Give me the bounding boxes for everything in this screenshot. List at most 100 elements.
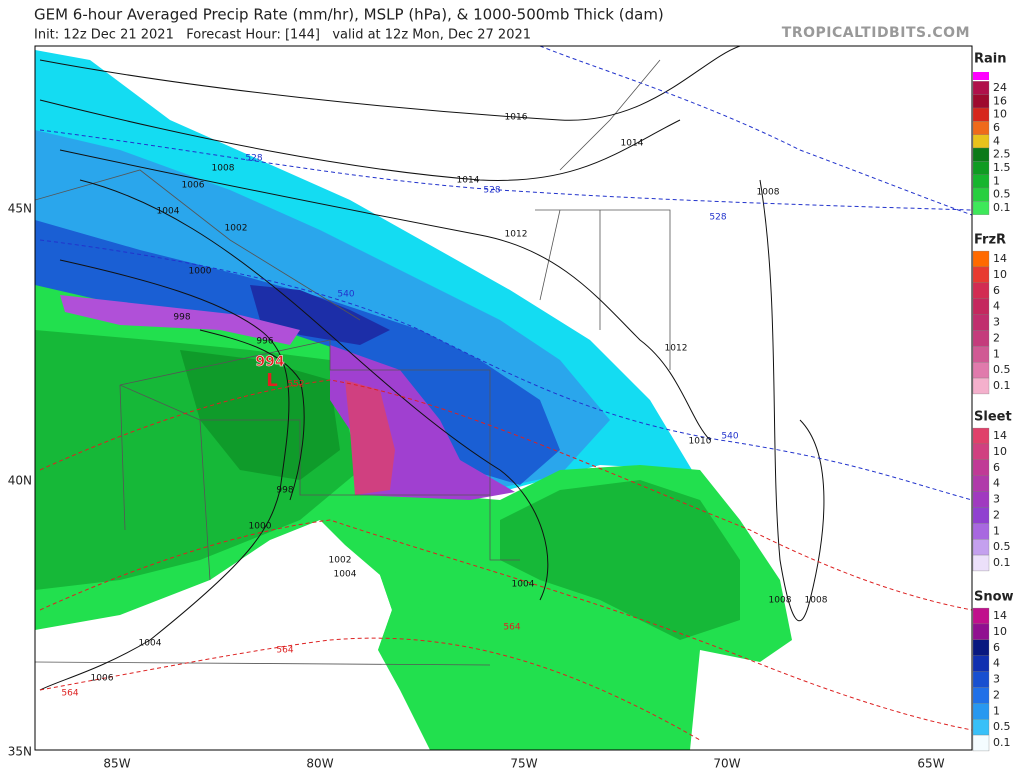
isobar-label: 1014 xyxy=(621,139,644,149)
low-pressure-value: 994 xyxy=(255,354,284,370)
legend-swatch xyxy=(972,107,990,122)
thickness-label: 528 xyxy=(245,154,262,164)
legend-swatch xyxy=(972,639,990,656)
site-credit: TROPICALTIDBITS.COM xyxy=(782,25,970,41)
legend-label: 0.1 xyxy=(993,201,1011,214)
isobar-label: 998 xyxy=(173,313,190,323)
legend-label: 4 xyxy=(993,657,1000,670)
isobar-label: 1004 xyxy=(157,207,180,217)
legend-label: 4 xyxy=(993,477,1000,490)
lon-label: 70W xyxy=(713,757,740,771)
legend-swatch xyxy=(972,330,990,347)
isobar-label: 1012 xyxy=(505,230,528,240)
legend-label: 1.5 xyxy=(993,161,1011,174)
isobar-label: 1008 xyxy=(212,164,235,174)
lat-label: 45N xyxy=(8,202,32,216)
map-area: 994 L xyxy=(34,45,973,751)
legend-swatch xyxy=(972,475,990,492)
thickness-label: 540 xyxy=(337,290,354,300)
legend-swatch xyxy=(972,623,990,640)
legend-swatch xyxy=(972,703,990,720)
snow-heavy xyxy=(250,285,390,345)
isobar-label: 1008 xyxy=(805,596,828,606)
legend-swatch xyxy=(972,507,990,524)
lat-label: 40N xyxy=(8,474,32,488)
thickness-label: 564 xyxy=(61,689,78,699)
legend-swatch xyxy=(973,72,989,80)
legend-label: 0.1 xyxy=(993,379,1011,392)
legend-title: FrzR xyxy=(974,233,1006,248)
legend-swatch xyxy=(972,362,990,379)
legend-label: 3 xyxy=(993,673,1000,686)
legend-swatch xyxy=(972,282,990,299)
legend-swatch xyxy=(972,250,990,268)
legend-swatch xyxy=(972,427,990,445)
legend-label: 0.1 xyxy=(993,556,1011,569)
lon-label: 80W xyxy=(306,757,333,771)
legend-swatch xyxy=(972,134,990,149)
rain-area xyxy=(378,570,430,650)
legend-swatch xyxy=(972,377,990,395)
isobar-label: 1014 xyxy=(457,176,480,186)
legend-swatch xyxy=(972,539,990,556)
legend-label: 3 xyxy=(993,316,1000,329)
legend-label: 10 xyxy=(993,108,1007,121)
lon-label: 85W xyxy=(103,757,130,771)
isobar-label: 1008 xyxy=(769,596,792,606)
legend-swatch xyxy=(972,81,990,95)
legend-label: 14 xyxy=(993,609,1007,622)
legend-swatch xyxy=(972,161,990,175)
isobar-label: 1004 xyxy=(139,639,162,649)
isobar-label: 1006 xyxy=(91,674,114,684)
legend-label: 6 xyxy=(993,461,1000,474)
legend-swatch xyxy=(972,201,990,215)
thickness-label: 552 xyxy=(287,380,304,390)
legend-label: 10 xyxy=(993,625,1007,638)
isobar-label: 1006 xyxy=(182,181,205,191)
isobars xyxy=(39,46,825,691)
isobar-label: 1016 xyxy=(505,113,528,123)
legend-label: 4 xyxy=(993,134,1000,147)
subtitle: Init: 12z Dec 21 2021 Forecast Hour: [14… xyxy=(34,28,531,43)
legend-label: 14 xyxy=(993,252,1007,265)
legend-swatch xyxy=(972,523,990,540)
legend-label: 2 xyxy=(993,331,1000,344)
legend-label: 0.5 xyxy=(993,188,1011,201)
isobar-label: 996 xyxy=(256,337,273,347)
map-frame xyxy=(34,45,973,751)
legend-swatch xyxy=(972,554,990,572)
isobar-label: 1008 xyxy=(757,188,780,198)
legend-label: 1 xyxy=(993,174,1000,187)
legend-label: 1 xyxy=(993,704,1000,717)
legend-swatch xyxy=(972,491,990,508)
thickness-lines xyxy=(39,46,972,741)
legend-swatch xyxy=(972,187,990,202)
legend-label: 24 xyxy=(993,81,1007,94)
legend-swatch xyxy=(972,459,990,476)
legend-title: Sleet xyxy=(974,410,1012,425)
legend-label: 0.5 xyxy=(993,540,1011,553)
dry-area xyxy=(35,520,430,750)
legend-label: 16 xyxy=(993,94,1007,107)
legend-swatch xyxy=(972,174,990,189)
legend-label: 0.1 xyxy=(993,736,1011,749)
sleet-area xyxy=(345,380,395,495)
borders xyxy=(35,59,671,666)
legend-swatch xyxy=(972,443,990,460)
isobar-label: 1000 xyxy=(249,522,272,532)
legend-label: 4 xyxy=(993,300,1000,313)
legend-swatch xyxy=(972,314,990,331)
lon-label: 75W xyxy=(510,757,537,771)
legend-label: 14 xyxy=(993,429,1007,442)
legend-label: 0.5 xyxy=(993,363,1011,376)
legend-swatch xyxy=(972,607,990,625)
lat-label: 35N xyxy=(8,745,32,759)
lon-label: 65W xyxy=(917,757,944,771)
legend-label: 2.5 xyxy=(993,148,1011,161)
legend-swatch xyxy=(972,655,990,672)
legend-label: 0.5 xyxy=(993,720,1011,733)
legend-swatch xyxy=(972,266,990,283)
legend-label: 2 xyxy=(993,688,1000,701)
rain-area xyxy=(500,480,740,640)
